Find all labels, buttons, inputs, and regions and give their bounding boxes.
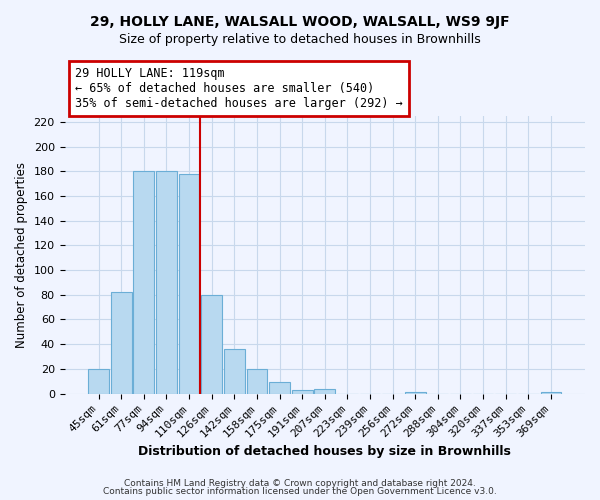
Bar (224, 349, 245, 394)
Bar (247, 369, 268, 394)
Bar (314, 388, 335, 394)
Text: Contains HM Land Registry data © Crown copyright and database right 2024.: Contains HM Land Registry data © Crown c… (124, 478, 476, 488)
Bar (201, 294, 222, 394)
Y-axis label: Number of detached properties: Number of detached properties (15, 162, 28, 348)
Bar (179, 174, 199, 394)
Bar (88, 369, 109, 394)
Bar (133, 172, 154, 394)
X-axis label: Distribution of detached houses by size in Brownhills: Distribution of detached houses by size … (139, 444, 511, 458)
Bar (269, 382, 290, 394)
Bar (541, 392, 562, 394)
Bar (111, 292, 131, 394)
Bar (292, 390, 313, 394)
Bar (156, 172, 177, 394)
Text: 29, HOLLY LANE, WALSALL WOOD, WALSALL, WS9 9JF: 29, HOLLY LANE, WALSALL WOOD, WALSALL, W… (90, 15, 510, 29)
Text: 29 HOLLY LANE: 119sqm
← 65% of detached houses are smaller (540)
35% of semi-det: 29 HOLLY LANE: 119sqm ← 65% of detached … (75, 67, 403, 110)
Text: Contains public sector information licensed under the Open Government Licence v3: Contains public sector information licen… (103, 487, 497, 496)
Bar (405, 392, 425, 394)
Text: Size of property relative to detached houses in Brownhills: Size of property relative to detached ho… (119, 32, 481, 46)
